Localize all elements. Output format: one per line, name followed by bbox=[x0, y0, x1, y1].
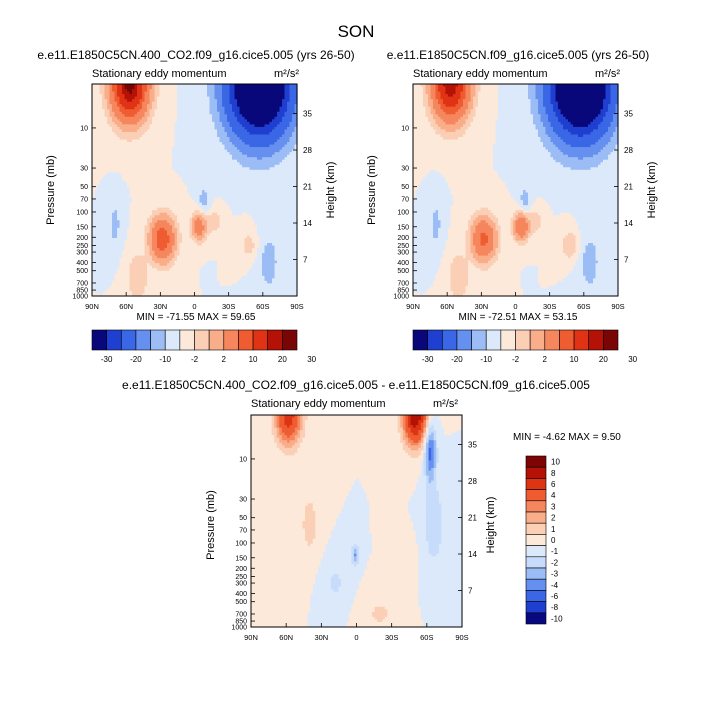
panel-title: e.e11.E1850C5CN.400_CO2.f09_g16.cice5.00… bbox=[37, 48, 354, 62]
units-label: m²/s² bbox=[274, 68, 299, 80]
page-title: SON bbox=[338, 22, 375, 41]
plot-area bbox=[92, 84, 298, 297]
panel-top-left: e.e11.E1850C5CN.400_CO2.f09_g16.cice5.00… bbox=[37, 48, 354, 364]
left-string: Stationary eddy momentum bbox=[92, 68, 227, 80]
figure: SON e.e11.E1850C5CN.400_CO2.f09_g16.cice… bbox=[0, 0, 713, 714]
